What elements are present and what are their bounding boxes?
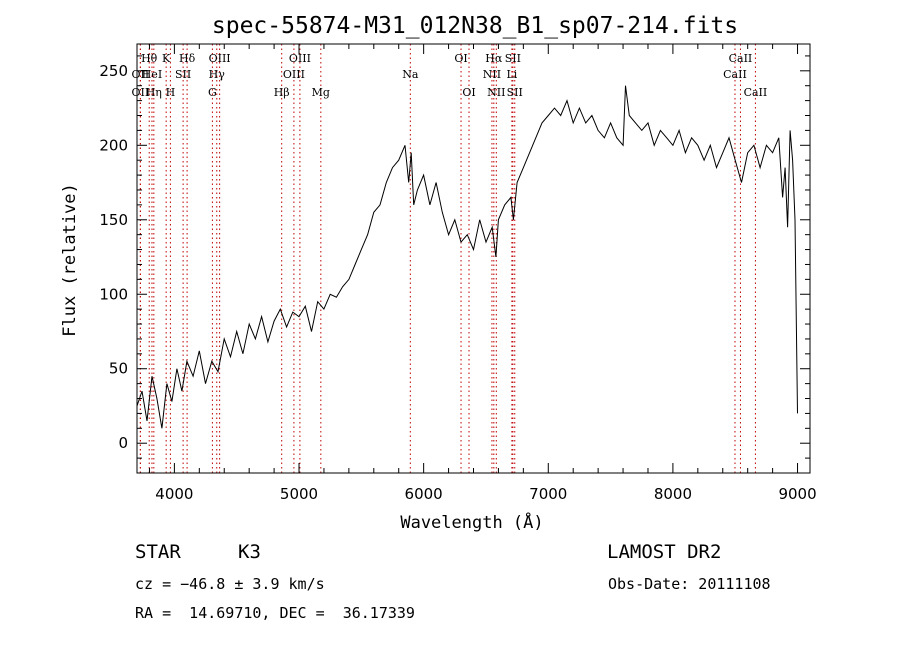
y-tick-label: 200 bbox=[99, 136, 128, 154]
y-tick-label: 150 bbox=[99, 211, 128, 229]
radial-velocity: cz = −46.8 ± 3.9 km/s bbox=[135, 575, 325, 593]
x-tick-label: 7000 bbox=[529, 485, 567, 503]
spectral-line-label: NII bbox=[483, 68, 501, 81]
spectral-line-label: OIII bbox=[289, 52, 311, 65]
spectral-line-label: SII bbox=[507, 86, 523, 99]
x-axis-label: Wavelength (Å) bbox=[400, 511, 543, 533]
spectral-line-label: SII bbox=[175, 68, 191, 81]
spectral-line-label: Hδ bbox=[179, 52, 196, 65]
y-axis-label: Flux (relative) bbox=[60, 183, 80, 337]
object-subclass: K3 bbox=[238, 541, 261, 563]
spectral-line-label: NII bbox=[487, 86, 505, 99]
spectral-line-label: H bbox=[166, 86, 176, 99]
spectral-line-labels: HθOIIOIIHeIHηKHSIIHδHγGOIIIHβOIIIOIIIMgN… bbox=[132, 52, 768, 99]
chart-title: spec-55874-M31_012N38_B1_sp07-214.fits bbox=[212, 13, 738, 39]
y-axis-ticks: 0 50 100 150 200 250 bbox=[99, 55, 810, 459]
spectral-line-label: OIII bbox=[283, 68, 305, 81]
spectral-line-label: G bbox=[208, 86, 217, 99]
y-tick-label: 50 bbox=[109, 360, 128, 378]
spectral-line-label: K bbox=[162, 52, 171, 65]
plot-frame bbox=[136, 43, 811, 474]
spectrum-series-line bbox=[136, 85, 798, 429]
x-tick-label: 9000 bbox=[778, 485, 816, 503]
x-tick-label: 5000 bbox=[280, 485, 318, 503]
observation-date: Obs-Date: 20111108 bbox=[608, 575, 771, 593]
y-tick-label: 0 bbox=[118, 434, 128, 452]
spectral-line-label: CaII bbox=[723, 68, 747, 81]
spectral-line-label: Na bbox=[402, 68, 419, 81]
spectral-line-label: Hγ bbox=[209, 68, 226, 81]
spectral-line-label: Hα bbox=[485, 52, 503, 65]
spectral-line-label: OI bbox=[462, 86, 475, 99]
spectral-line-markers bbox=[139, 44, 756, 473]
spectral-line-label: OII bbox=[132, 86, 150, 99]
spectral-line-label: CaII bbox=[744, 86, 768, 99]
spectral-line-label: Li bbox=[506, 68, 517, 81]
spectral-line-label: CaII bbox=[729, 52, 753, 65]
x-tick-label: 4000 bbox=[155, 485, 193, 503]
x-axis-ticks: 4000 5000 6000 7000 8000 9000 bbox=[148, 44, 817, 503]
y-tick-label: 250 bbox=[99, 62, 128, 80]
spectral-line-label: Hθ bbox=[141, 52, 158, 65]
spectral-line-label: OI bbox=[454, 52, 467, 65]
x-tick-label: 8000 bbox=[654, 485, 692, 503]
spectral-line-label: Hβ bbox=[274, 86, 290, 99]
spectral-line-label: OIII bbox=[209, 52, 231, 65]
spectral-line-label: Hη bbox=[146, 86, 162, 99]
x-tick-label: 6000 bbox=[405, 485, 443, 503]
object-class: STAR bbox=[135, 541, 181, 563]
spectral-line-label: Mg bbox=[312, 86, 330, 99]
coordinates: RA = 14.69710, DEC = 36.17339 bbox=[135, 604, 415, 622]
y-tick-label: 100 bbox=[99, 285, 128, 303]
spectral-line-label: HeI bbox=[142, 68, 162, 81]
survey-name: LAMOST DR2 bbox=[607, 541, 722, 563]
spectral-line-label: SII bbox=[505, 52, 521, 65]
